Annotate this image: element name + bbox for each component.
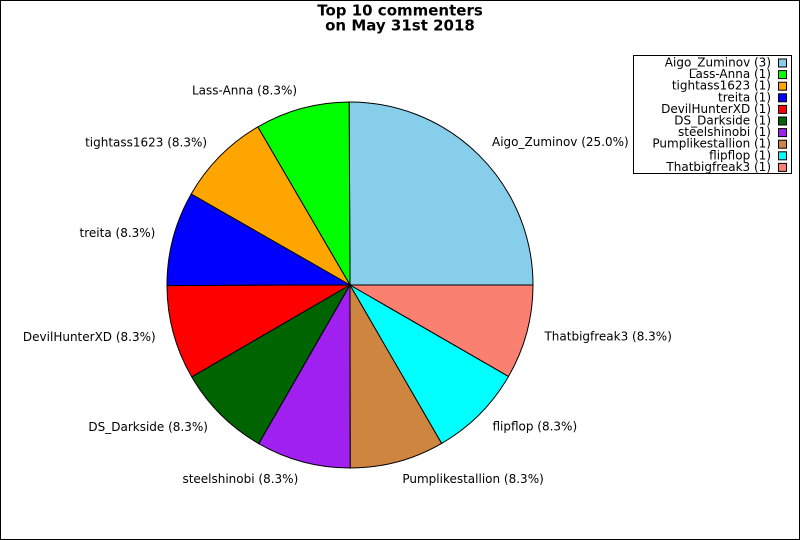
pie-slice <box>348 284 534 378</box>
legend-swatch <box>778 70 787 80</box>
pie-slice <box>257 101 351 287</box>
pie-slice <box>348 283 510 445</box>
pie-slice <box>166 284 352 378</box>
legend-label: treita (1) <box>718 90 771 104</box>
legend-swatch <box>778 151 787 161</box>
slice-label: steelshinobi (8.3%) <box>182 472 298 486</box>
legend-label: steelshinobi (1) <box>678 125 771 139</box>
legend-label: Pumplikestallion (1) <box>652 137 771 151</box>
chart-title: Top 10 commenters <box>317 2 483 20</box>
legend-label: tightass1623 (1) <box>672 79 771 93</box>
legend-label: Aigo_Zuminov (3) <box>665 56 771 70</box>
legend-swatch <box>778 139 787 149</box>
legend-label: Thatbigfreak3 (1) <box>665 160 771 174</box>
slice-label: Thatbigfreak3 (8.3%) <box>543 330 671 344</box>
slice-label: treita (8.3%) <box>80 226 156 240</box>
legend-swatch <box>778 162 787 172</box>
legend-label: DevilHunterXD (1) <box>661 102 771 116</box>
slice-label: DS_Darkside (8.3%) <box>88 420 208 434</box>
pie-slice <box>349 283 443 469</box>
legend-swatch <box>778 104 787 114</box>
pie-slice <box>191 283 352 445</box>
legend-swatch <box>778 128 787 138</box>
slice-label: tightass1623 (8.3%) <box>85 136 207 150</box>
legend-box <box>633 55 792 174</box>
slice-label: Lass-Anna (8.3%) <box>192 83 297 97</box>
slice-label: Aigo_Zuminov (25.0%) <box>492 135 629 149</box>
slice-label: flipflop (8.3%) <box>492 420 577 434</box>
pie-slice <box>348 101 534 286</box>
pie-slice <box>258 283 351 469</box>
chart-title: on May 31st 2018 <box>325 17 475 35</box>
pie-slice <box>190 126 352 287</box>
legend-swatch <box>778 81 787 91</box>
slice-label: Pumplikestallion (8.3%) <box>402 472 543 486</box>
legend-label: Lass-Anna (1) <box>689 67 771 81</box>
legend-swatch <box>778 58 787 68</box>
pie-slice <box>166 193 352 287</box>
legend-swatch <box>778 116 787 126</box>
legend-label: DS_Darkside (1) <box>674 114 771 128</box>
slice-label: DevilHunterXD (8.3%) <box>23 330 156 344</box>
legend-label: flipflop (1) <box>709 148 771 162</box>
legend-swatch <box>778 93 787 103</box>
